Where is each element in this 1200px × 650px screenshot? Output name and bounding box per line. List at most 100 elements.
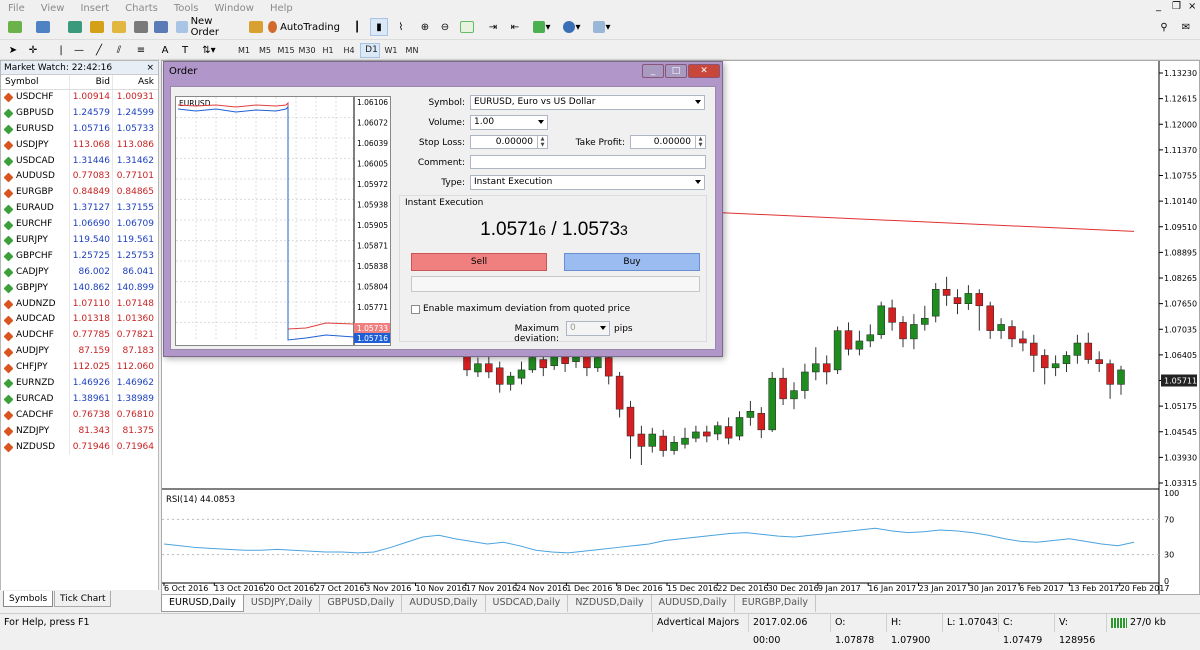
- market-watch-row[interactable]: EURUSD 1.05716 1.05733: [1, 121, 158, 138]
- menu-window[interactable]: Window: [214, 2, 254, 14]
- market-watch-row[interactable]: USDCAD 1.31446 1.31462: [1, 153, 158, 170]
- market-watch-row[interactable]: GBPCHF 1.25725 1.25753: [1, 248, 158, 265]
- market-watch-row[interactable]: EURCHF 1.06690 1.06709: [1, 217, 158, 234]
- sell-button[interactable]: Sell: [411, 253, 547, 271]
- market-watch-icon[interactable]: [66, 18, 84, 36]
- price-chart[interactable]: 1.13230 1.12615 1.12000 1.11370 1.10755 1.101…: [162, 61, 1199, 594]
- market-watch-row[interactable]: AUDUSD 0.77083 0.77101: [1, 169, 158, 186]
- candlestick-icon[interactable]: ▮: [370, 18, 388, 36]
- market-watch-row[interactable]: NZDUSD 0.71946 0.71964: [1, 439, 158, 456]
- arrows-icon[interactable]: ⇅▾: [202, 44, 216, 56]
- symbol-select[interactable]: EURUSD, Euro vs US Dollar: [470, 95, 705, 110]
- zoom-in-icon[interactable]: ⊕: [420, 21, 430, 33]
- dialog-close-icon[interactable]: ✕: [688, 64, 720, 78]
- chart-tab[interactable]: EURGBP,Daily: [735, 595, 816, 612]
- market-watch-row[interactable]: USDCHF 1.00914 1.00931: [1, 90, 158, 106]
- periods-icon[interactable]: ▾: [560, 18, 584, 36]
- market-watch-row[interactable]: AUDCHF 0.77785 0.77821: [1, 328, 158, 345]
- volume-select[interactable]: 1.00: [470, 115, 548, 130]
- buy-button[interactable]: Buy: [564, 253, 700, 271]
- menu-view[interactable]: View: [40, 2, 65, 14]
- data-window-icon[interactable]: [88, 18, 106, 36]
- stop-loss-field[interactable]: 0.00000 ▲ ▼: [470, 135, 548, 149]
- market-watch-row[interactable]: GBPUSD 1.24579 1.24599: [1, 105, 158, 122]
- trendline-icon[interactable]: ╱: [95, 44, 103, 56]
- new-chart-icon[interactable]: [4, 18, 26, 36]
- tab-symbols[interactable]: Symbols: [3, 591, 54, 607]
- chart-tab[interactable]: GBPUSD,Daily: [320, 595, 403, 612]
- timeframe-h1[interactable]: H1: [322, 46, 334, 55]
- deviation-checkbox[interactable]: [411, 305, 420, 314]
- auto-scroll-icon[interactable]: ⇥: [488, 21, 498, 33]
- chat-icon[interactable]: ✉: [1181, 21, 1191, 33]
- menu-tools[interactable]: Tools: [173, 2, 199, 14]
- text-label-icon[interactable]: T: [181, 44, 189, 56]
- dialog-minimize-icon[interactable]: _: [642, 64, 664, 78]
- terminal-icon[interactable]: [132, 18, 150, 36]
- autotrading-button[interactable]: AutoTrading: [268, 18, 340, 36]
- minimize-icon[interactable]: _: [1156, 1, 1161, 12]
- market-watch-row[interactable]: EURAUD 1.37127 1.37155: [1, 201, 158, 218]
- chart-tab[interactable]: EURUSD,Daily: [161, 595, 244, 612]
- chart-tab[interactable]: USDJPY,Daily: [244, 595, 321, 612]
- timeframe-d1[interactable]: D1: [360, 43, 380, 58]
- chart-tab[interactable]: AUDUSD,Daily: [402, 595, 486, 612]
- market-watch-row[interactable]: AUDNZD 1.07110 1.07148: [1, 296, 158, 313]
- stepper-icon[interactable]: ▲ ▼: [537, 136, 547, 148]
- type-select[interactable]: Instant Execution: [470, 175, 705, 190]
- channel-icon[interactable]: ⫽: [116, 44, 122, 56]
- market-watch-row[interactable]: EURCAD 1.38961 1.38989: [1, 391, 158, 408]
- vertical-line-icon[interactable]: |: [59, 44, 63, 56]
- restore-icon[interactable]: ❐: [1172, 1, 1181, 12]
- timeframe-h4[interactable]: H4: [343, 46, 355, 55]
- market-watch-row[interactable]: USDJPY 113.068 113.086: [1, 137, 158, 154]
- fibonacci-icon[interactable]: ≡: [136, 44, 146, 56]
- menu-file[interactable]: File: [8, 2, 25, 14]
- chart-tab[interactable]: NZDUSD,Daily: [568, 595, 652, 612]
- market-watch-row[interactable]: EURGBP 0.84849 0.84865: [1, 185, 158, 202]
- timeframe-m1[interactable]: M1: [238, 46, 250, 55]
- metaeditor-icon[interactable]: [248, 18, 264, 36]
- timeframe-mn[interactable]: MN: [405, 46, 419, 55]
- market-watch-row[interactable]: GBPJPY 140.862 140.899: [1, 280, 158, 297]
- panel-close-icon[interactable]: ×: [146, 63, 154, 73]
- take-profit-field[interactable]: 0.00000 ▲ ▼: [630, 135, 706, 149]
- chart-shift-icon[interactable]: ⇤: [510, 21, 520, 33]
- tab-tick-chart[interactable]: Tick Chart: [54, 591, 112, 607]
- menu-help[interactable]: Help: [269, 2, 293, 14]
- search-icon[interactable]: ⚲: [1160, 21, 1168, 33]
- line-chart-icon[interactable]: ⌇: [398, 21, 404, 33]
- timeframe-m5[interactable]: M5: [259, 46, 271, 55]
- market-watch-row[interactable]: CADJPY 86.002 86.041: [1, 264, 158, 281]
- market-watch-row[interactable]: CHFJPY 112.025 112.060: [1, 360, 158, 377]
- chart-tab[interactable]: AUDUSD,Daily: [652, 595, 735, 612]
- tile-windows-icon[interactable]: [458, 18, 476, 36]
- col-symbol[interactable]: Symbol: [1, 75, 70, 89]
- dialog-maximize-icon[interactable]: □: [665, 64, 687, 78]
- timeframe-w1[interactable]: W1: [384, 46, 398, 55]
- deviation-select[interactable]: 0: [566, 321, 610, 336]
- cursor-icon[interactable]: ➤: [8, 44, 18, 56]
- stepper-icon[interactable]: ▲ ▼: [695, 136, 705, 148]
- menu-charts[interactable]: Charts: [125, 2, 158, 14]
- text-icon[interactable]: A: [161, 44, 169, 56]
- col-ask[interactable]: Ask: [137, 77, 154, 87]
- close-icon[interactable]: ×: [1188, 1, 1197, 12]
- menu-insert[interactable]: Insert: [80, 2, 110, 14]
- new-order-button[interactable]: New Order: [176, 16, 242, 38]
- market-watch-row[interactable]: EURJPY 119.540 119.561: [1, 233, 158, 249]
- timeframe-m15[interactable]: M15: [277, 46, 295, 55]
- market-watch-row[interactable]: CADCHF 0.76738 0.76810: [1, 407, 158, 424]
- tester-icon[interactable]: [152, 18, 170, 36]
- templates-icon[interactable]: ▾: [590, 18, 614, 36]
- market-watch-row[interactable]: NZDJPY 81.343 81.375: [1, 423, 158, 440]
- zoom-out-icon[interactable]: ⊖: [440, 21, 450, 33]
- bar-chart-icon[interactable]: ┃: [353, 21, 361, 33]
- market-watch-row[interactable]: AUDJPY 87.159 87.183: [1, 344, 158, 361]
- navigator-icon[interactable]: [110, 18, 128, 36]
- comment-field[interactable]: [470, 155, 706, 169]
- timeframe-m30[interactable]: M30: [298, 46, 316, 55]
- market-watch-row[interactable]: AUDCAD 1.01318 1.01360: [1, 312, 158, 329]
- chart-tab[interactable]: USDCAD,Daily: [486, 595, 569, 612]
- crosshair-icon[interactable]: ✛: [28, 44, 38, 56]
